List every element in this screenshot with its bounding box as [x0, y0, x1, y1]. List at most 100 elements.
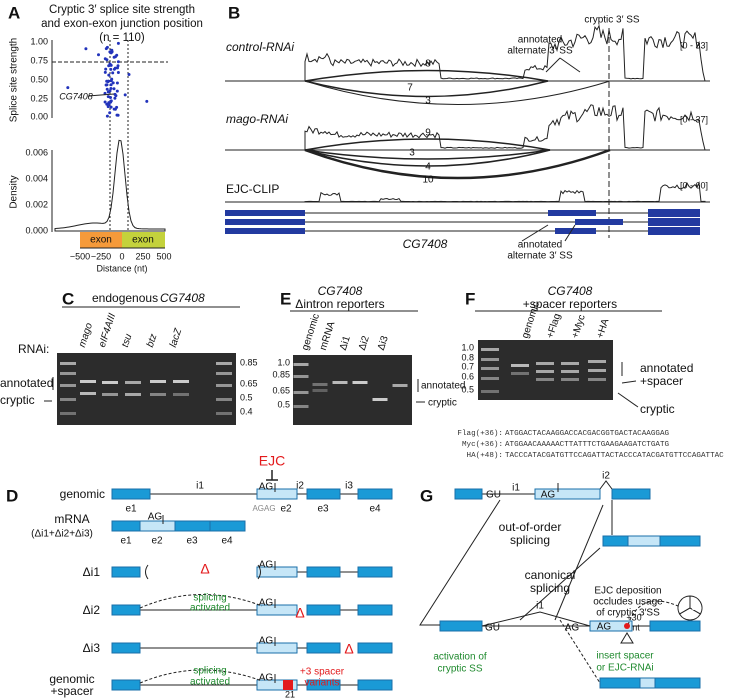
- label: Density: [9, 175, 20, 208]
- shape: [304, 80, 549, 98]
- label: AGAG: [252, 504, 275, 513]
- scatter-dot: [105, 83, 109, 87]
- label: AG: [259, 673, 274, 684]
- label: GU: [485, 623, 500, 634]
- label: activated: [190, 677, 230, 688]
- label: lacZ: [168, 327, 185, 349]
- label: AG: [259, 636, 274, 647]
- scatter-dot: [111, 71, 115, 75]
- gel-band: [80, 380, 96, 383]
- shape: [554, 504, 604, 621]
- exon: [174, 520, 211, 532]
- scatter-dot: [113, 66, 117, 70]
- exon: [306, 604, 341, 616]
- shape: [304, 149, 551, 160]
- label: TACCCATACGATGTTCCAGATTACTACCCATACGATGTTC…: [505, 452, 724, 460]
- scatter-dot: [111, 81, 115, 85]
- scatter-dot: [113, 96, 117, 100]
- shape: [225, 219, 305, 225]
- label: occludes usage: [593, 597, 663, 608]
- label: AG: [541, 490, 556, 501]
- label: e2: [151, 536, 163, 547]
- exon: [306, 488, 341, 500]
- exon: [639, 677, 656, 689]
- label: EJC: [259, 453, 285, 469]
- label: Δ: [295, 605, 304, 621]
- label: i2: [296, 481, 304, 492]
- shape: [617, 392, 639, 408]
- gel-band: [80, 392, 96, 395]
- label: 21: [285, 689, 295, 699]
- label: splicing: [510, 533, 550, 547]
- gel-band: [60, 362, 76, 365]
- label: annotated: [518, 35, 563, 46]
- scatter-dot: [108, 89, 112, 93]
- exon: [357, 488, 393, 500]
- label: 0.65: [240, 378, 258, 388]
- label: splicing: [193, 666, 226, 677]
- shape: [677, 595, 691, 615]
- intron: [481, 611, 591, 627]
- label: 0.6: [461, 371, 474, 381]
- label: alternate 3′ SS: [507, 251, 573, 262]
- label: mago-RNAi: [226, 112, 288, 126]
- label: EJC deposition: [594, 586, 661, 597]
- label: −250: [91, 251, 111, 261]
- shape: [648, 227, 700, 235]
- label: out-of-order: [499, 520, 562, 534]
- scatter-dot: [110, 77, 114, 81]
- label: i3: [345, 481, 353, 492]
- label: endogenous: [92, 291, 158, 305]
- label: [0 - 37]: [680, 114, 708, 124]
- label: 0.65: [272, 385, 290, 395]
- scatter-dot: [113, 55, 117, 59]
- label: 0.004: [25, 173, 48, 183]
- gel-band: [511, 372, 529, 375]
- shape: [564, 224, 576, 242]
- label: 0.85: [272, 369, 290, 379]
- exon-box: [122, 232, 165, 248]
- label: Distance (nt): [96, 263, 147, 273]
- label: 0.25: [30, 93, 48, 103]
- label: ATGGAACAAAAACTTATTTCTGAAGAAGATCTGATG: [505, 441, 669, 449]
- label: e3: [186, 536, 198, 547]
- panel-b: [225, 24, 710, 242]
- label: 0.50: [30, 74, 48, 84]
- scatter-dot: [109, 67, 113, 71]
- label: Δintron reporters: [295, 297, 384, 311]
- label: 0.75: [30, 55, 48, 65]
- intron: [599, 480, 613, 490]
- exon: [306, 679, 341, 691]
- label: C: [687, 611, 693, 620]
- shape: [555, 228, 596, 234]
- label: mRNA: [54, 512, 89, 526]
- label: cryptic 3′ SS: [584, 15, 640, 26]
- label: alternate 3′ SS: [507, 46, 573, 57]
- gel-band: [173, 393, 189, 396]
- gel-band: [312, 389, 328, 392]
- scatter-dot: [66, 86, 70, 90]
- label: e1: [120, 536, 132, 547]
- label: 0.5: [461, 384, 474, 394]
- exon: [256, 604, 298, 616]
- scatter-dot: [105, 45, 109, 49]
- shape: [439, 480, 701, 689]
- scatter-dot: [107, 102, 111, 106]
- scatter-dot: [109, 51, 113, 55]
- exon: [256, 488, 298, 500]
- gel-band: [150, 380, 166, 383]
- shape: [620, 632, 634, 644]
- gel: [57, 353, 236, 425]
- label: or EJC-RNAi: [596, 663, 653, 674]
- label: 3: [425, 96, 431, 107]
- label: Cryptic 3′ splice site strength: [49, 4, 195, 16]
- exon: [357, 566, 393, 578]
- gel-band: [392, 384, 408, 387]
- shape: [139, 669, 263, 684]
- shape: [293, 363, 408, 408]
- shape: [648, 218, 700, 226]
- gel-band: [150, 393, 166, 396]
- shape: [257, 564, 261, 580]
- label: genomic: [49, 672, 94, 686]
- scatter-dot: [106, 80, 110, 84]
